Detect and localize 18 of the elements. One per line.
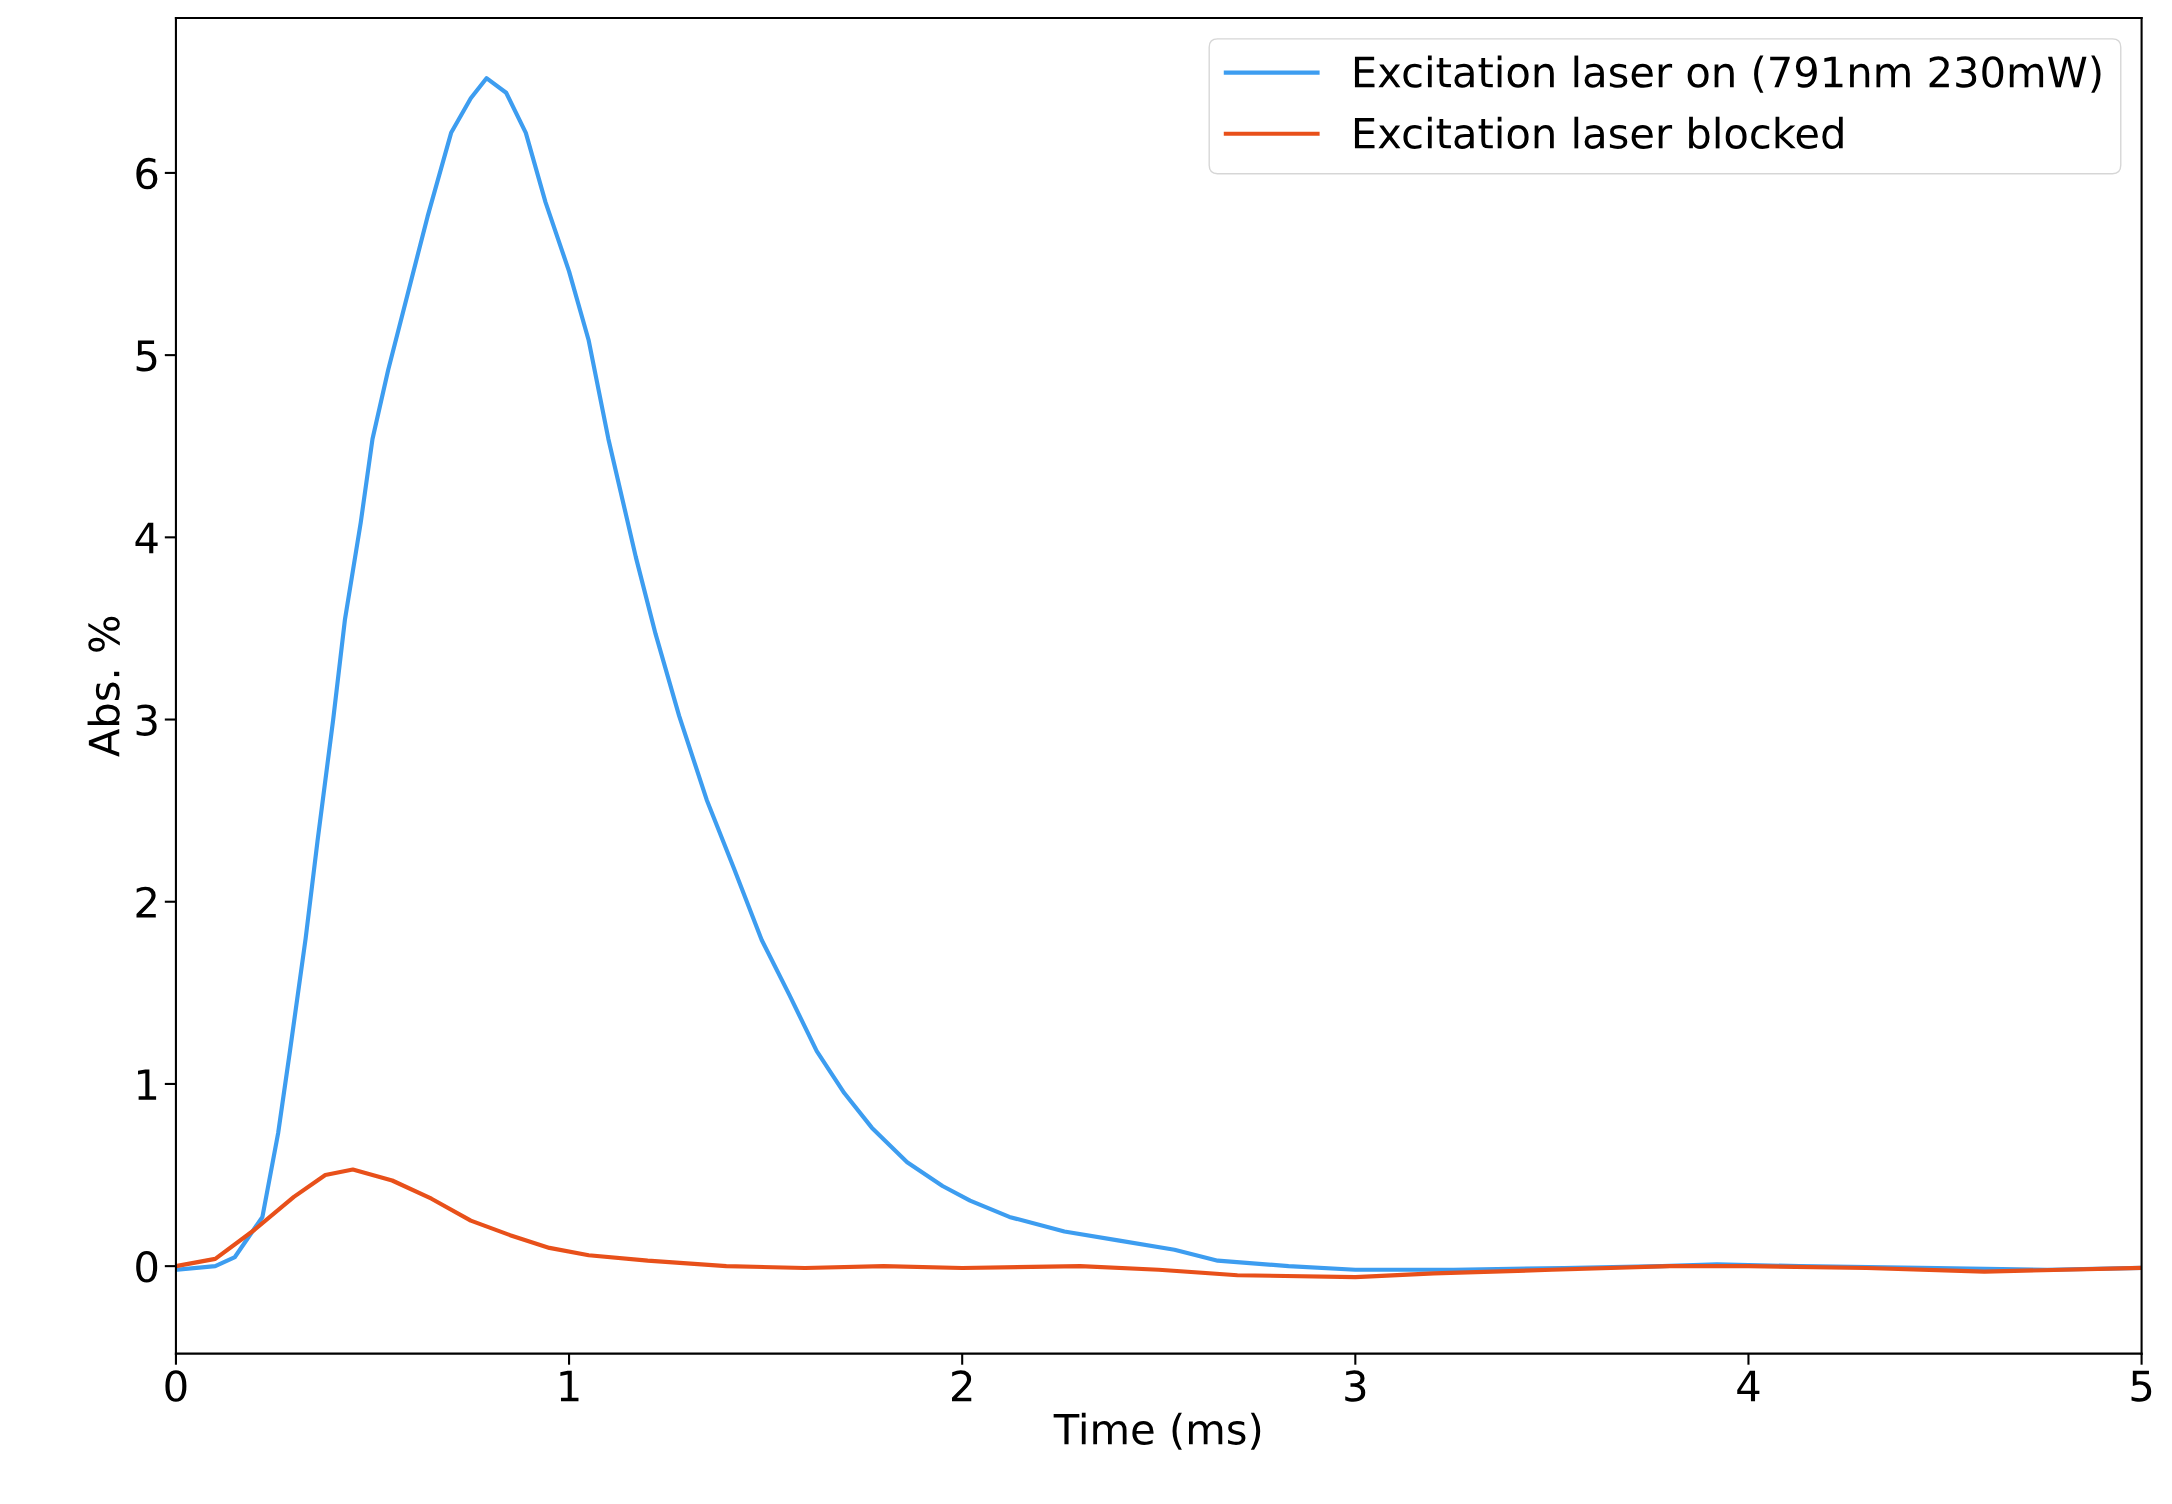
x-tick-label: 2	[951, 1370, 972, 1402]
x-tick-label: 1	[560, 1370, 579, 1402]
y-tick-label: 1	[138, 1069, 157, 1100]
y-tick-label: 2	[136, 886, 156, 918]
x-tick-label: 4	[1737, 1370, 1760, 1402]
x-tick-label: 3	[1345, 1370, 1366, 1402]
y-axis-title: Abs. %	[87, 616, 120, 757]
line-series	[175, 1167, 2142, 1280]
x-tick-label: 0	[165, 1370, 187, 1402]
y-tick-label: 6	[136, 157, 158, 190]
x-tick-label: 5	[2131, 1370, 2152, 1402]
x-axis-title: Time (ms)	[1053, 1412, 1261, 1450]
y-tick-label: 5	[136, 340, 157, 372]
y-tick-label: 0	[136, 1251, 158, 1283]
legend-label: Excitation laser blocked	[1354, 116, 1843, 149]
y-tick-label: 4	[135, 522, 158, 554]
y-tick-label: 3	[136, 704, 157, 736]
legend-label: Excitation laser on (791nm 230mW)	[1354, 55, 2101, 93]
